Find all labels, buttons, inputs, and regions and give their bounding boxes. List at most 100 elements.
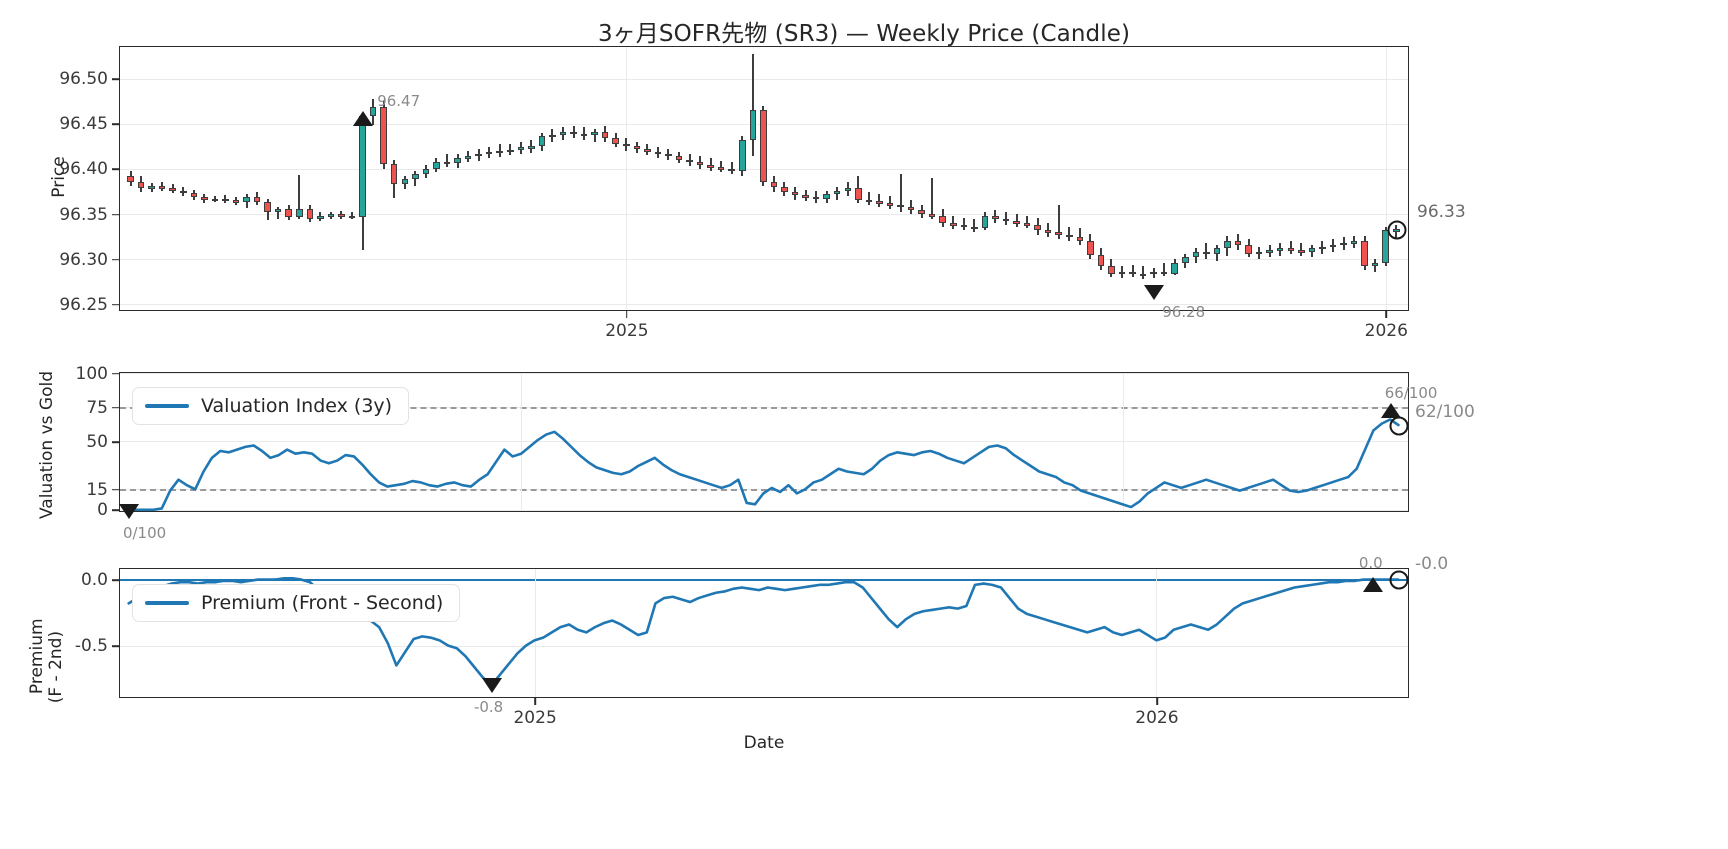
candle-body	[412, 174, 419, 179]
panel-y-tick-mark	[112, 407, 120, 409]
candle-body	[749, 110, 757, 140]
candle-body	[844, 187, 852, 192]
candle-body	[1097, 254, 1105, 267]
candle-body	[1118, 271, 1126, 275]
candle-body	[580, 133, 588, 137]
zero-reference-line	[120, 578, 1408, 581]
price-low-marker	[1144, 284, 1165, 300]
panel-gridline	[120, 645, 1408, 647]
candle-body	[570, 131, 577, 135]
candle-body	[675, 156, 683, 160]
candle-body	[1108, 266, 1115, 274]
price-y-tick-label: 96.35	[59, 204, 108, 225]
candle-body	[559, 131, 567, 135]
threshold-line	[120, 407, 1408, 410]
price-last-label: 96.33	[1417, 201, 1466, 222]
panel-x-tick-mark	[1156, 698, 1158, 705]
candle-body	[633, 146, 641, 149]
price-panel	[119, 46, 1409, 311]
candle-body	[686, 159, 693, 163]
candle-body	[823, 194, 830, 199]
panel-year-gridline	[1122, 373, 1124, 511]
price-y-tick-label: 96.30	[59, 249, 108, 270]
candle-body	[612, 138, 619, 144]
candle-body	[1255, 251, 1263, 255]
candle-wick	[1068, 226, 1071, 242]
candle-body	[1308, 248, 1316, 252]
candle-body	[939, 215, 946, 224]
price-gridline	[120, 214, 1408, 215]
candle-body	[654, 151, 662, 155]
candle-body	[1034, 224, 1041, 231]
candle-body	[1182, 257, 1189, 263]
price-y-tick-mark	[112, 78, 120, 80]
candle-wick	[1026, 215, 1029, 229]
price-x-tick-mark	[1385, 311, 1388, 318]
candle-wick	[1015, 214, 1018, 227]
panel-x-tick-label: 2026	[1135, 708, 1179, 728]
candle-wick	[1078, 228, 1081, 245]
price-y-tick-label: 96.25	[59, 294, 108, 315]
candle-body	[802, 195, 809, 198]
candle-wick	[161, 181, 164, 191]
candle-body	[285, 209, 293, 217]
candle-body	[454, 158, 461, 164]
valuation-legend-swatch	[145, 404, 189, 408]
panel-gridline	[120, 441, 1408, 443]
candle-body	[475, 153, 482, 157]
candle-wick	[730, 161, 733, 175]
price-year-gridline	[1385, 47, 1387, 310]
candle-wick	[878, 194, 881, 207]
price-x-tick-label: 2025	[605, 321, 649, 341]
candle-body	[623, 143, 630, 147]
candle-body	[1245, 244, 1252, 254]
candle-body	[1171, 262, 1179, 274]
candle-body	[717, 167, 725, 170]
candle-body	[1234, 241, 1242, 245]
candle-body	[833, 191, 841, 195]
candle-body	[928, 214, 936, 217]
candle-body	[707, 165, 714, 168]
candle-wick	[1131, 264, 1134, 278]
candle-body	[1013, 221, 1020, 224]
valuation-legend: Valuation Index (3y)	[132, 387, 410, 425]
panel-year-gridline	[521, 373, 523, 511]
candle-body	[1150, 271, 1157, 275]
price-y-tick-mark	[112, 168, 120, 171]
candle-body	[1066, 234, 1073, 238]
candle-wick	[593, 129, 596, 142]
panel-year-gridline	[1156, 569, 1158, 697]
valuation-high-label: 66/100	[1384, 384, 1438, 403]
candle-body	[464, 156, 472, 159]
premium-legend: Premium (Front - Second)	[132, 584, 461, 622]
candle-body	[528, 146, 535, 149]
panel-y-tick-label: 75	[86, 397, 108, 418]
candle-body	[1139, 273, 1147, 277]
candle-body	[169, 187, 176, 191]
candle-body	[1129, 271, 1136, 275]
candle-body	[538, 136, 546, 147]
candle-wick	[1163, 262, 1166, 277]
candle-body	[1213, 248, 1221, 254]
candle-body	[1203, 251, 1210, 255]
panel-y-tick-mark	[112, 372, 120, 375]
price-y-tick-label: 96.40	[59, 159, 108, 180]
panel-y-tick-label: 15	[86, 479, 108, 500]
panel-y-tick-mark	[112, 579, 120, 581]
candle-body	[506, 149, 514, 153]
candle-body	[791, 192, 799, 196]
panel-y-tick-label: 100	[75, 363, 108, 384]
valuation-high-marker	[1380, 403, 1401, 419]
candle-body	[1340, 242, 1347, 246]
candle-body	[812, 196, 820, 200]
candle-wick	[498, 144, 501, 158]
valuation-low-label: 0/100	[122, 524, 167, 543]
candle-body	[949, 223, 957, 226]
price-year-gridline	[626, 47, 628, 310]
candle-wick	[867, 192, 870, 205]
candle-body	[201, 196, 208, 200]
candle-body	[222, 198, 229, 202]
price-y-axis-label: Price	[49, 156, 69, 198]
price-y-tick-mark	[112, 213, 120, 216]
candle-wick	[1142, 266, 1145, 279]
